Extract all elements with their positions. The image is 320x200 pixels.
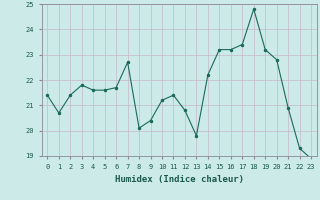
X-axis label: Humidex (Indice chaleur): Humidex (Indice chaleur) bbox=[115, 175, 244, 184]
